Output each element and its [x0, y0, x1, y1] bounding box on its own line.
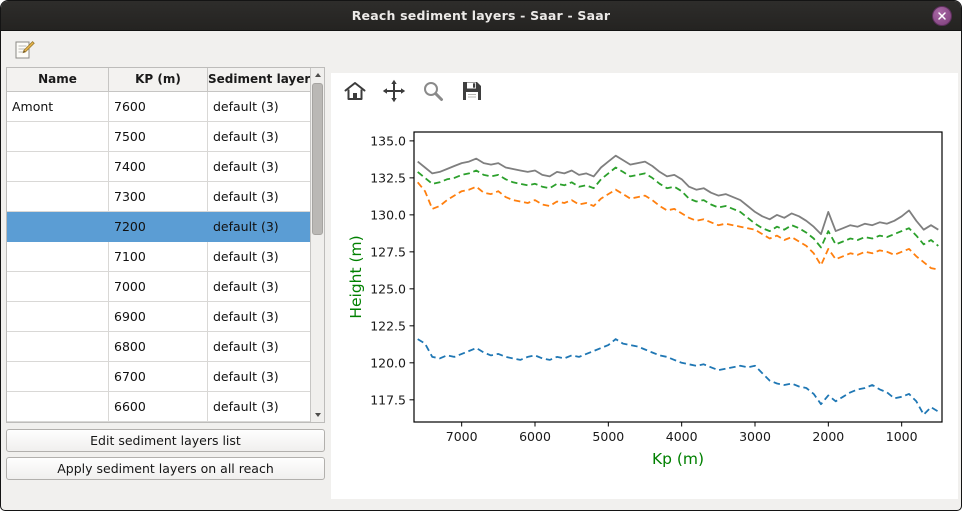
cell-layers[interactable]: default (3) — [208, 122, 310, 152]
cell-kp[interactable]: 7400 — [109, 152, 208, 182]
cell-name[interactable] — [7, 122, 109, 152]
x-tick-label: 7000 — [446, 429, 478, 444]
cell-name[interactable]: Amont — [7, 92, 109, 122]
plot-frame — [413, 131, 943, 423]
x-tick-label: 3000 — [739, 429, 771, 444]
table-row[interactable]: 7400 default (3) — [7, 152, 310, 182]
table-row[interactable]: 7500 default (3) — [7, 122, 310, 152]
cell-layers[interactable]: default (3) — [208, 362, 310, 392]
edit-note-button[interactable] — [11, 37, 37, 63]
cell-kp[interactable]: 6600 — [109, 392, 208, 422]
table-row[interactable]: 6800 default (3) — [7, 332, 310, 362]
x-tick-label: 4000 — [666, 429, 698, 444]
series-green-dashed — [417, 166, 939, 249]
cell-layers[interactable]: default (3) — [208, 92, 310, 122]
close-button[interactable] — [932, 6, 952, 26]
edit-note-icon — [15, 41, 35, 59]
y-tick-label: 122.5 — [370, 318, 406, 333]
plot-panel: 7000 6000 5000 4000 3000 2000 1000 117.5 120.0 12… — [331, 73, 958, 499]
home-icon — [344, 82, 366, 100]
y-tick-label: 130.0 — [370, 207, 406, 222]
cell-kp[interactable]: 6700 — [109, 362, 208, 392]
cell-kp[interactable]: 6800 — [109, 332, 208, 362]
cell-name[interactable] — [7, 242, 109, 272]
cross-sections-table: Name KP (m) Sediment layers Amont 7600 def… — [6, 67, 325, 423]
window-title: Reach sediment layers - Saar - Saar — [351, 8, 611, 23]
titlebar[interactable]: Reach sediment layers - Saar - Saar — [1, 1, 961, 31]
table-row[interactable]: Amont 7600 default (3) — [7, 92, 310, 122]
zoom-icon — [424, 82, 443, 101]
cell-name[interactable] — [7, 212, 109, 242]
y-axis-label: Height (m) — [347, 235, 365, 318]
pan-button[interactable] — [380, 77, 408, 105]
table-main: Name KP (m) Sediment layers Amont 7600 def… — [7, 68, 310, 422]
cell-kp[interactable]: 7500 — [109, 122, 208, 152]
home-button[interactable] — [341, 77, 369, 105]
x-tick-label: 2000 — [812, 429, 844, 444]
y-tick-label: 127.5 — [370, 244, 406, 259]
table-header: Name KP (m) Sediment layers — [7, 68, 310, 92]
save-icon — [463, 82, 481, 100]
scroll-up-arrow-icon[interactable] — [311, 68, 324, 82]
apply-sediment-layers-button[interactable]: Apply sediment layers on all reach — [6, 457, 325, 480]
x-tick-label: 5000 — [592, 429, 624, 444]
cell-name[interactable] — [7, 332, 109, 362]
scroll-down-arrow-icon[interactable] — [311, 408, 324, 422]
table-row[interactable]: 6900 default (3) — [7, 302, 310, 332]
cell-name[interactable] — [7, 152, 109, 182]
cell-kp[interactable]: 7300 — [109, 182, 208, 212]
cell-layers[interactable]: default (3) — [208, 182, 310, 212]
zoom-button[interactable] — [419, 77, 447, 105]
x-tick-label: 6000 — [519, 429, 551, 444]
series-blue-dashed — [417, 338, 939, 416]
cell-name[interactable] — [7, 272, 109, 302]
y-tick-label: 125.0 — [370, 281, 406, 296]
cell-name[interactable] — [7, 182, 109, 212]
main-toolbar — [11, 35, 37, 65]
cell-layers[interactable]: default (3) — [208, 242, 310, 272]
cell-layers[interactable]: default (3) — [208, 212, 310, 242]
cell-kp[interactable]: 7200 — [109, 212, 208, 242]
series-gray-solid — [417, 154, 939, 235]
y-tick-label: 132.5 — [370, 170, 406, 185]
cell-kp[interactable]: 6900 — [109, 302, 208, 332]
pan-icon — [382, 79, 406, 103]
cell-kp[interactable]: 7000 — [109, 272, 208, 302]
table-row[interactable]: 7300 default (3) — [7, 182, 310, 212]
cell-kp[interactable]: 7600 — [109, 92, 208, 122]
cell-name[interactable] — [7, 392, 109, 422]
y-tick-label: 117.5 — [370, 392, 406, 407]
cell-layers[interactable]: default (3) — [208, 152, 310, 182]
cell-name[interactable] — [7, 362, 109, 392]
plot-canvas[interactable]: 7000 6000 5000 4000 3000 2000 1000 117.5 120.0 12… — [331, 109, 958, 499]
cell-layers[interactable]: default (3) — [208, 272, 310, 302]
close-icon — [938, 12, 946, 20]
column-header-name[interactable]: Name — [7, 68, 109, 92]
table-row[interactable]: 6600 default (3) — [7, 392, 310, 422]
y-tick-label: 135.0 — [370, 133, 406, 148]
cell-layers[interactable]: default (3) — [208, 302, 310, 332]
save-button[interactable] — [458, 77, 486, 105]
table-row[interactable]: 6700 default (3) — [7, 362, 310, 392]
table-body: Amont 7600 default (3) 7500 default (3) 7400 d… — [7, 92, 310, 422]
table-row[interactable]: 7100 default (3) — [7, 242, 310, 272]
plot-toolbar — [341, 77, 486, 105]
column-header-layers[interactable]: Sediment layers — [208, 68, 310, 92]
edit-sediment-layers-button[interactable]: Edit sediment layers list — [6, 429, 325, 452]
series-orange-dashed — [417, 181, 939, 271]
table-vertical-scrollbar[interactable] — [310, 68, 324, 422]
y-tick-label: 120.0 — [370, 355, 406, 370]
cell-name[interactable] — [7, 302, 109, 332]
column-header-kp[interactable]: KP (m) — [109, 68, 208, 92]
table-row[interactable]: 7200 default (3) — [7, 212, 310, 242]
cell-layers[interactable]: default (3) — [208, 332, 310, 362]
cell-layers[interactable]: default (3) — [208, 392, 310, 422]
x-axis-label: Kp (m) — [652, 450, 704, 468]
table-row[interactable]: 7000 default (3) — [7, 272, 310, 302]
scrollbar-handle[interactable] — [312, 83, 323, 235]
x-tick-label: 1000 — [886, 429, 918, 444]
cell-kp[interactable]: 7100 — [109, 242, 208, 272]
